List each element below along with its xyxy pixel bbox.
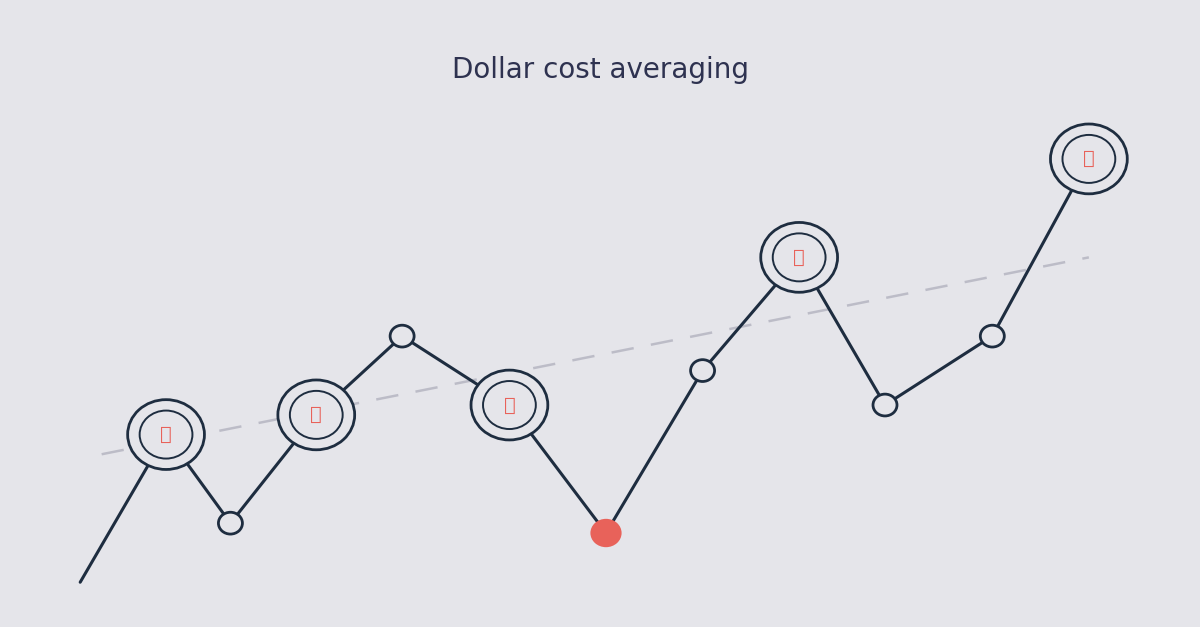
Ellipse shape bbox=[590, 519, 622, 547]
Ellipse shape bbox=[980, 325, 1004, 347]
Ellipse shape bbox=[127, 399, 204, 470]
Ellipse shape bbox=[139, 411, 192, 458]
Ellipse shape bbox=[290, 391, 343, 439]
Ellipse shape bbox=[761, 223, 838, 292]
Text: ₿: ₿ bbox=[504, 396, 515, 414]
Ellipse shape bbox=[1062, 135, 1115, 183]
Ellipse shape bbox=[390, 325, 414, 347]
Text: ₿: ₿ bbox=[160, 425, 172, 444]
Ellipse shape bbox=[872, 394, 896, 416]
Ellipse shape bbox=[472, 370, 548, 440]
Ellipse shape bbox=[690, 360, 714, 381]
Text: Dollar cost averaging: Dollar cost averaging bbox=[451, 56, 749, 85]
Ellipse shape bbox=[773, 233, 826, 282]
Ellipse shape bbox=[484, 381, 536, 429]
Ellipse shape bbox=[1050, 124, 1127, 194]
Text: ₿: ₿ bbox=[311, 406, 322, 424]
Text: ₿: ₿ bbox=[1084, 149, 1094, 169]
Text: ₿: ₿ bbox=[793, 248, 805, 267]
Ellipse shape bbox=[218, 512, 242, 534]
Ellipse shape bbox=[278, 380, 355, 450]
